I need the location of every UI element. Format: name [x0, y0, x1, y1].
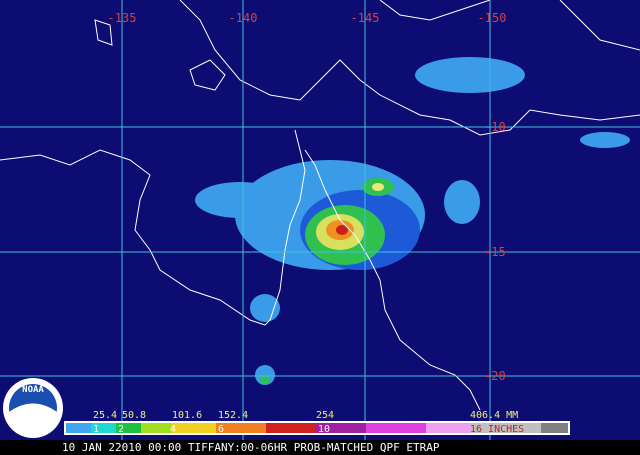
legend-mm-label: 254 — [316, 410, 334, 421]
noaa-logo: NOAA — [3, 378, 63, 438]
legend-inch-label: 10 — [318, 424, 330, 435]
legend-mm-label: 101.6 — [172, 410, 202, 421]
legend-inch-label: 4 — [170, 424, 176, 435]
logo-text: NOAA — [22, 385, 44, 395]
latitude-label: -20 — [484, 369, 506, 383]
latitude-label: -10 — [484, 120, 506, 134]
legend-mm-label: 25.4 — [93, 410, 117, 421]
legend-mm-label: 50.8 — [122, 410, 146, 421]
longitude-label: -150 — [478, 11, 507, 25]
footer-bg — [0, 440, 640, 455]
latitude-label: -15 — [484, 245, 506, 259]
legend-mm-label: 152.4 — [218, 410, 248, 421]
legend-inch-label: 1 — [93, 424, 99, 435]
rainfall — [195, 57, 630, 385]
legend-inch-label: 6 — [218, 424, 224, 435]
graticule — [0, 0, 640, 440]
colorbar — [64, 421, 570, 435]
longitude-label: -145 — [351, 11, 380, 25]
footer: 10 JAN 22010 00:00 TIFFANY:00-06HR PROB-… — [62, 441, 440, 454]
longitude-label: -135 — [108, 11, 137, 25]
longitude-label: -140 — [229, 11, 258, 25]
legend-inch-label: 2 — [118, 424, 124, 435]
legend-inch-label: 16 INCHES — [470, 424, 524, 435]
legend-mm-label: 406.4 MM — [470, 410, 518, 421]
coastlines — [0, 0, 640, 411]
